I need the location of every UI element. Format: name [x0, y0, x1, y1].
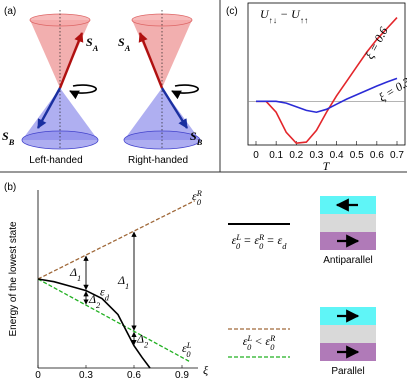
label-sub: 0 [259, 242, 264, 251]
label-text: ξ = 0.6 [362, 25, 390, 62]
label-sup: R [269, 334, 275, 343]
spin-vector-a [138, 32, 164, 89]
chart-title: U↑↓ − U↑↑ [260, 7, 308, 25]
x-tick-label: 0.6 [370, 150, 384, 161]
spin-label: SB [2, 129, 15, 147]
label-base: ε [182, 341, 187, 355]
label-sub: ↑↑ [300, 16, 308, 25]
label-sub: 2 [96, 300, 100, 309]
label-sub: d [282, 242, 287, 251]
annotation: εd [100, 285, 110, 303]
label-sub: 0 [186, 350, 191, 359]
x-tick-label: 0.5 [350, 150, 364, 161]
label-sub: 1 [77, 273, 81, 282]
label-base: Δ [117, 273, 125, 287]
label-sub: 0 [197, 198, 202, 207]
series-line [256, 17, 398, 145]
label-base: Δ [136, 332, 144, 346]
label-base: < ε [251, 334, 270, 348]
spin-label: SA [86, 35, 99, 53]
label-sub: A [124, 44, 131, 53]
spin-label: SB [190, 129, 203, 147]
label-sup: R [196, 189, 202, 198]
label-sub: 1 [125, 282, 129, 291]
x-tick-label: 0.3 [79, 370, 93, 380]
label-sub: 0 [270, 343, 275, 352]
label-sup: L [186, 341, 192, 350]
label-sub: 0 [247, 343, 252, 352]
series-line [37, 278, 191, 363]
label-base: S [190, 129, 197, 143]
layer-spacer [320, 325, 376, 343]
label-base: ε [100, 285, 105, 299]
x-tick-label: 0.9 [175, 370, 189, 380]
label-sub: B [196, 138, 203, 147]
label-sup: L [235, 233, 241, 242]
label-base: ε [192, 189, 197, 203]
series-line [37, 200, 196, 280]
label-sup: R [258, 233, 264, 242]
label-sup: L [246, 334, 252, 343]
x-tick-label: 0 [35, 370, 41, 380]
spin-vector-b [160, 87, 189, 129]
label-text: T [323, 159, 331, 173]
legend-label: εL 0 = εR 0 = εd [232, 233, 288, 251]
layer-spacer [320, 214, 376, 232]
series-label: εR 0 [192, 189, 202, 207]
series-label: εL 0 [182, 341, 192, 359]
label-text: ξ [203, 363, 209, 377]
label-base: U [260, 7, 270, 21]
label-sub: d [105, 293, 110, 302]
annotation: Δ2 [88, 292, 100, 310]
label-base: S [118, 35, 125, 49]
spin-vector-b [36, 87, 62, 129]
annotation: Δ2 [136, 332, 148, 350]
annotation: Δ1 [69, 265, 81, 283]
y-axis-label: Energy of the lowest state [8, 221, 19, 337]
label-sub: ↑↓ [269, 16, 277, 25]
label-sub: 2 [144, 340, 148, 349]
panel-label: (c) [226, 6, 238, 17]
x-axis-label: T [323, 159, 331, 173]
x-tick-label: 0.1 [269, 150, 283, 161]
caption: Right-handed [128, 155, 188, 166]
series-line [37, 278, 151, 369]
series-line [256, 77, 398, 114]
panel-label: (b) [4, 182, 16, 193]
label-text: ξ = 0.3 [376, 75, 407, 105]
series-label: ξ = 0.6 [362, 25, 390, 62]
x-tick-label: 0.3 [309, 150, 323, 161]
label-base: ε [232, 233, 237, 247]
plot-frame [247, 2, 406, 146]
annotation: Δ1 [117, 273, 129, 291]
x-tick-label: 0.7 [390, 150, 404, 161]
stack-caption: Parallel [331, 366, 364, 377]
stack-caption: Antiparallel [323, 255, 372, 266]
panel-label: (a) [4, 6, 16, 17]
x-tick-label: 0.6 [127, 370, 141, 380]
series-label: ξ = 0.3 [376, 75, 407, 105]
spin-vector-a [58, 32, 84, 89]
label-base: − U [277, 7, 301, 21]
label-base: S [86, 35, 93, 49]
caption: Left-handed [29, 155, 82, 166]
label-sub: A [92, 44, 99, 53]
label-base: ε [243, 334, 248, 348]
rotation-arrow [171, 84, 199, 100]
rotation-arrow [69, 84, 97, 100]
label-base: = ε [240, 233, 259, 247]
legend-label: εL 0 < εR 0 [243, 334, 276, 352]
x-tick-label: 0.4 [330, 150, 344, 161]
x-axis-label: ξ [203, 363, 209, 377]
label-base: Δ [69, 265, 77, 279]
label-base: Δ [88, 292, 96, 306]
label-base: S [2, 129, 9, 143]
x-tick-label: 0.2 [289, 150, 303, 161]
label-base: = ε [263, 233, 282, 247]
label-sub: 0 [236, 242, 241, 251]
spin-label: SA [118, 35, 131, 53]
label-sub: B [8, 138, 15, 147]
x-tick-label: 0 [253, 150, 259, 161]
